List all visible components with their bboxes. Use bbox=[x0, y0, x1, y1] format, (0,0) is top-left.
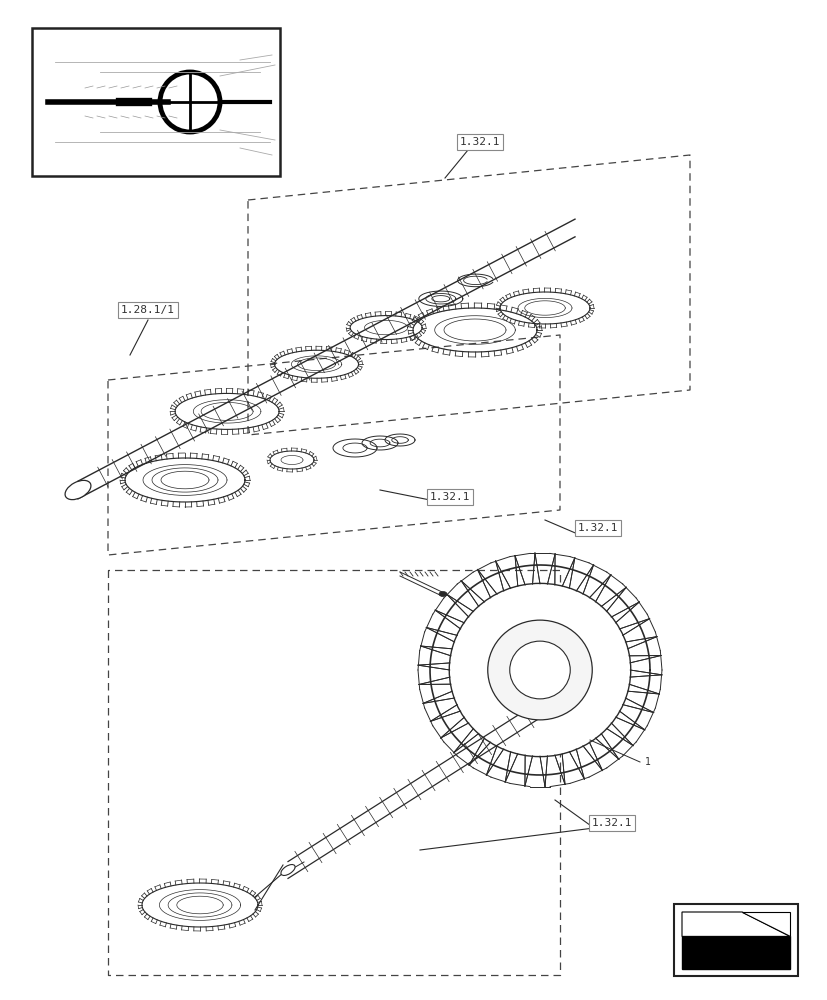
Text: 1.32.1: 1.32.1 bbox=[429, 492, 470, 502]
Ellipse shape bbox=[65, 480, 91, 500]
Ellipse shape bbox=[487, 620, 591, 720]
Ellipse shape bbox=[280, 865, 294, 875]
Text: 1.32.1: 1.32.1 bbox=[577, 523, 618, 533]
Ellipse shape bbox=[449, 583, 630, 757]
Polygon shape bbox=[681, 912, 789, 936]
Text: 1.32.1: 1.32.1 bbox=[459, 137, 500, 147]
Text: 1.28.1/1: 1.28.1/1 bbox=[121, 305, 174, 315]
Bar bbox=[32, 28, 280, 176]
Ellipse shape bbox=[438, 591, 447, 596]
Bar bbox=[681, 936, 789, 969]
Text: 1.32.1: 1.32.1 bbox=[591, 818, 632, 828]
Bar bbox=[673, 904, 797, 976]
Text: 1: 1 bbox=[644, 757, 650, 767]
Polygon shape bbox=[741, 912, 789, 936]
Ellipse shape bbox=[509, 641, 570, 699]
